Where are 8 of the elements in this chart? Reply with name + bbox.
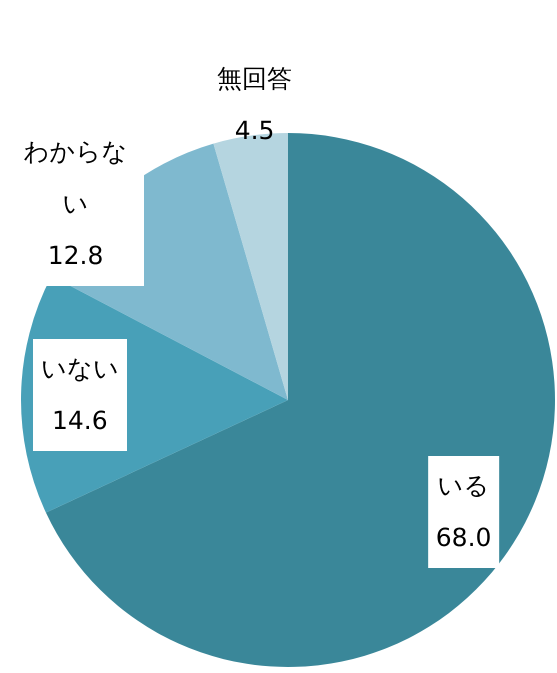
slice-label: いる — [436, 470, 491, 502]
data-label: 14.6 — [50, 405, 109, 438]
data-label: 12.8 — [46, 240, 104, 272]
data-label: 68.0 — [436, 522, 492, 554]
slice-label: 無回答 — [217, 63, 292, 96]
slice-label: いない — [40, 353, 119, 386]
slice-label: わからない — [22, 136, 129, 220]
data-label: 4.5 — [234, 115, 276, 148]
